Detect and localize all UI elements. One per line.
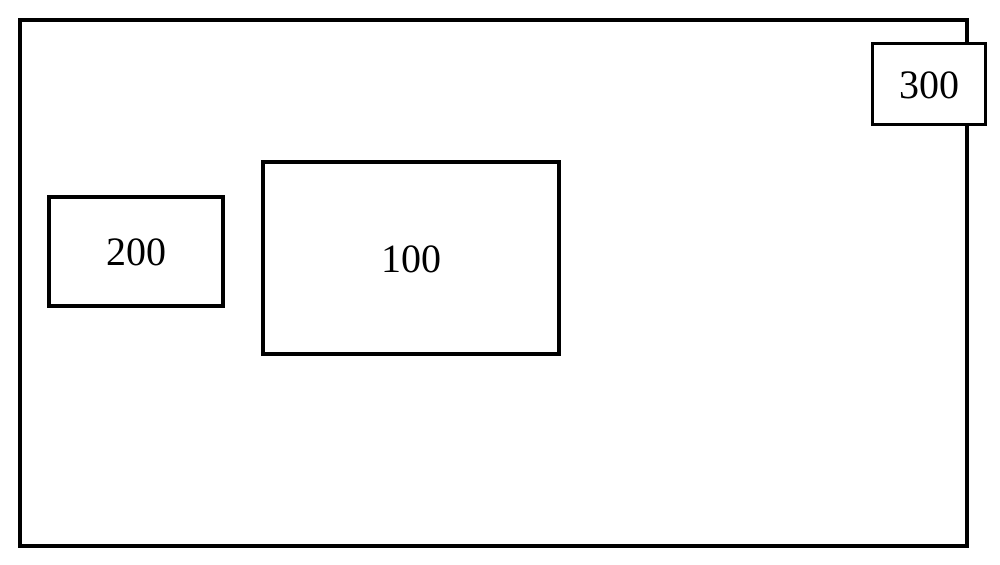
diagram-canvas: 300 200 100 [0,0,1000,565]
box-100: 100 [261,160,561,356]
box-200: 200 [47,195,225,308]
box-300: 300 [871,42,987,126]
